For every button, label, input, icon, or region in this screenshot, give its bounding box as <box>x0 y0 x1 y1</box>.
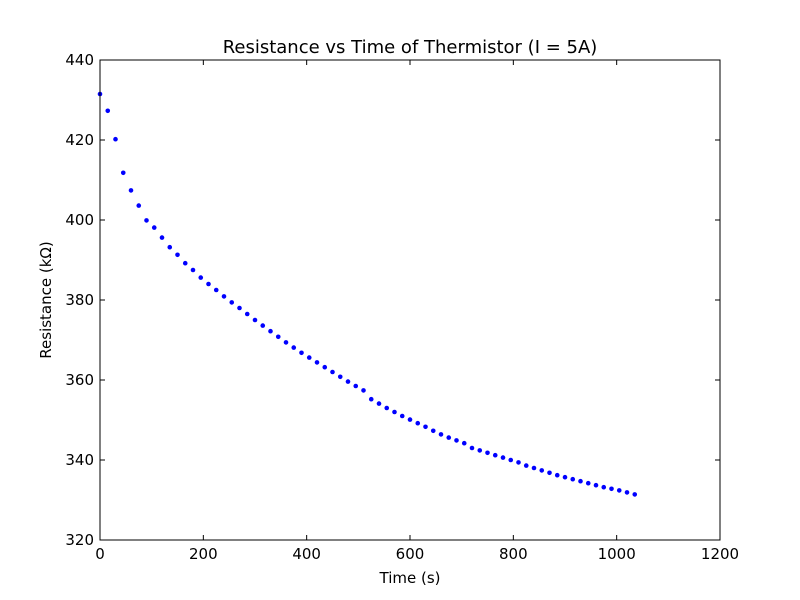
y-tick-label: 440 <box>65 51 94 69</box>
data-point <box>283 340 289 345</box>
data-point <box>531 465 537 471</box>
x-tick-label: 600 <box>396 545 425 563</box>
x-tick-label: 400 <box>292 545 321 563</box>
axis-ticks: 0 200 400 600 800 1000 1200 320 340 360 380 400 420 4… <box>65 51 739 563</box>
data-point <box>368 396 374 402</box>
data-point <box>314 360 320 365</box>
data-point <box>244 311 250 317</box>
data-point <box>330 369 335 375</box>
data-point <box>415 420 421 426</box>
data-point <box>182 260 188 266</box>
x-tick-label: 1200 <box>701 545 739 563</box>
data-point <box>547 470 552 476</box>
data-point <box>128 188 134 193</box>
x-axis-label: Time (s) <box>379 569 441 587</box>
data-point <box>601 484 607 490</box>
data-point <box>609 486 614 492</box>
data-point <box>477 448 483 453</box>
chart-title: Resistance vs Time of Thermistor (I = 5A… <box>223 37 598 58</box>
data-point <box>500 455 506 460</box>
data-point <box>392 409 397 415</box>
data-point <box>206 281 211 287</box>
y-tick-label: 340 <box>65 451 94 469</box>
data-point <box>430 428 436 434</box>
x-tick-label: 1000 <box>598 545 636 563</box>
data-point <box>167 244 173 250</box>
data-point <box>438 432 444 437</box>
data-point <box>461 440 467 446</box>
data-point <box>384 405 390 411</box>
x-tick-label: 0 <box>95 545 105 563</box>
data-point <box>268 328 273 334</box>
data-point <box>190 267 196 273</box>
data-point <box>593 482 599 488</box>
data-point <box>554 472 560 478</box>
data-points <box>97 91 638 497</box>
data-point <box>361 388 366 393</box>
data-point <box>423 424 428 430</box>
data-point <box>585 480 591 486</box>
data-point <box>136 203 142 208</box>
data-point <box>399 413 405 419</box>
data-point <box>229 300 235 305</box>
data-point <box>213 287 219 293</box>
data-point <box>322 364 328 370</box>
y-tick-label: 360 <box>65 371 94 389</box>
data-point <box>299 350 304 356</box>
data-point <box>632 492 638 497</box>
plot-area <box>99 59 721 541</box>
data-point <box>252 317 258 323</box>
data-point <box>539 468 545 473</box>
data-point <box>221 294 227 299</box>
data-point <box>353 383 359 389</box>
data-point <box>492 452 498 458</box>
data-point <box>570 476 576 482</box>
data-point <box>578 478 583 484</box>
data-point <box>291 345 297 350</box>
data-point <box>175 252 180 258</box>
data-point <box>616 488 622 493</box>
data-point <box>523 463 529 468</box>
data-point <box>237 305 242 311</box>
y-tick-label: 380 <box>65 291 94 309</box>
data-point <box>260 323 266 328</box>
x-tick-label: 800 <box>499 545 528 563</box>
data-point <box>485 450 490 456</box>
data-point <box>198 275 204 280</box>
data-point <box>624 490 630 495</box>
data-point <box>376 401 382 406</box>
data-point <box>105 108 111 114</box>
data-point <box>469 445 475 451</box>
data-point <box>454 438 459 443</box>
x-tick-label: 200 <box>189 545 218 563</box>
data-point <box>446 435 452 440</box>
data-point <box>275 334 281 340</box>
y-axis-label: Resistance (kΩ) <box>37 241 55 358</box>
y-tick-label: 420 <box>65 131 94 149</box>
data-point <box>120 170 126 176</box>
data-point <box>345 379 351 384</box>
y-tick-label: 320 <box>65 531 94 549</box>
data-point <box>516 460 521 465</box>
data-point <box>144 218 149 223</box>
data-point <box>562 474 568 480</box>
data-point <box>151 225 157 230</box>
data-point <box>337 374 343 380</box>
data-point <box>508 457 514 463</box>
data-point <box>113 136 118 142</box>
y-tick-label: 400 <box>65 211 94 229</box>
data-point <box>159 235 165 240</box>
data-point <box>306 355 312 360</box>
data-point <box>407 417 413 422</box>
